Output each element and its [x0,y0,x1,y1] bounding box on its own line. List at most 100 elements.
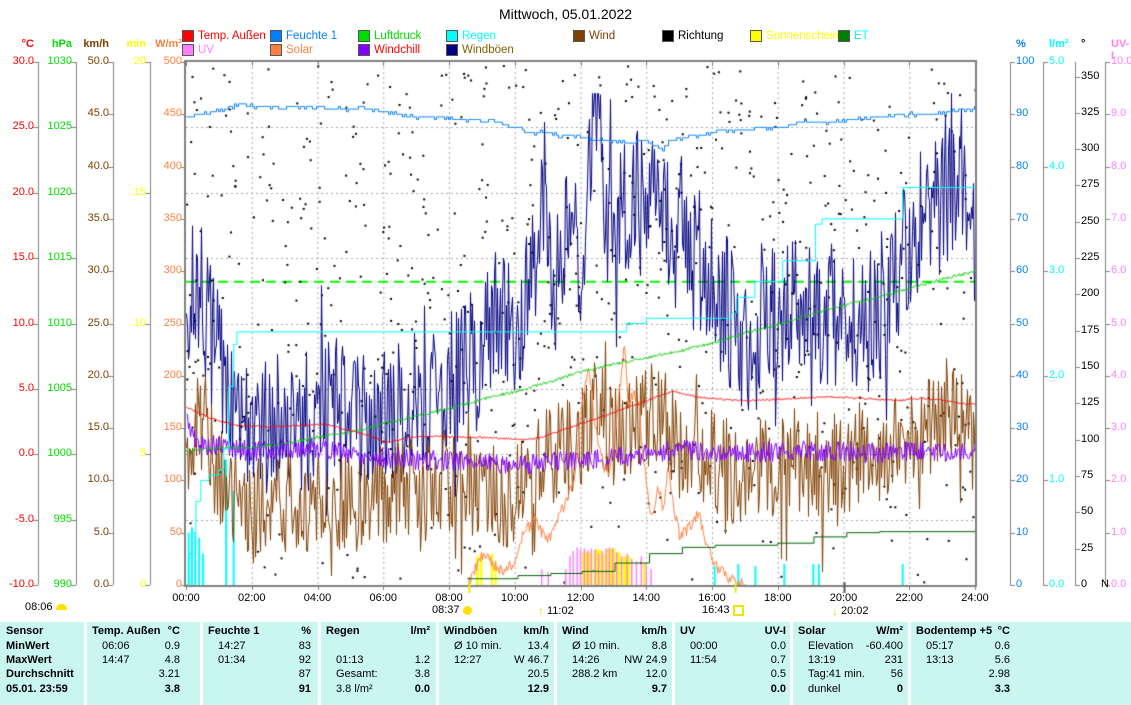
axis-tick-label: 100 [1016,56,1034,67]
axis-tick-label: 1020 [18,187,72,198]
legend-swatch-icon [182,44,194,56]
axis-tick-label: 225 [1081,252,1099,263]
axis-tick-label: 50 [1081,506,1093,517]
axis-tick-label: 9.0 [1111,108,1126,119]
legend-label: Temp. Außen [198,30,266,42]
axis-tick-label: 175 [1081,325,1099,336]
legend-item-solar: Solar [270,44,313,56]
arrow-down-icon: ↓ [832,604,838,618]
table-cell: °C [88,625,180,638]
legend-item-uv: UV [182,44,214,56]
axis-tick-label: 200 [1081,288,1099,299]
x-axis-label: 24:00 [953,592,997,604]
table-cell: W 46.7 [440,654,549,667]
axis-tick-label: 150 [1081,361,1099,372]
axis-tick-label: 450 [128,108,182,119]
sun-marker-time: 11:02 [547,605,574,617]
sun-marker-08-37: 08:37 [432,604,472,616]
table-cell: 05.01. 23:59 [6,683,68,696]
table-cell: 0 [794,683,903,696]
axis-tick-label: 80 [1016,161,1028,172]
table-column-separator [318,622,321,705]
table-cell: 91 [204,683,311,696]
legend-item-temp-au-en: Temp. Außen [182,30,266,42]
legend-item-wind: Wind [573,30,615,42]
table-cell: 87 [204,668,311,681]
table-column-separator [436,622,439,705]
legend-item-windb-en: Windböen [446,44,514,56]
sun-icon [463,606,472,615]
legend-item-feuchte-1: Feuchte 1 [270,30,337,42]
table-cell: 231 [794,654,903,667]
legend-swatch-icon [662,30,674,42]
sun-marker-20-02: ↓20:02 [832,604,869,618]
axis-tick-label: 10.0 [55,474,109,485]
x-axis-label: 18:00 [756,592,800,604]
axis-tick-label: 125 [1081,397,1099,408]
legend-swatch-icon [446,44,458,56]
table-cell: 92 [204,654,311,667]
axis-tick-label: 4.0 [1111,370,1126,381]
axis-tick-label: 300 [1081,143,1099,154]
sun-marker-time: 16:43 [702,604,730,616]
legend-label: Regen [462,30,496,42]
legend-swatch-icon [358,44,370,56]
table-cell: 1.2 [322,654,430,667]
legend-label: Luftdruck [374,30,421,42]
axis-tick-label: 0.0 [1049,579,1064,590]
axis-tick-label: 4.0 [1049,161,1064,172]
table-cell: 0.7 [676,654,786,667]
table-cell: 5.6 [912,654,1010,667]
axis-tick-label: 995 [18,514,72,525]
axis-tick-label: 3.0 [1111,422,1126,433]
axis-tick-label: 50 [1016,318,1028,329]
axis-tick-label: 5 [92,448,146,459]
sun-cloud-icon [56,604,67,610]
table-cell: km/h [440,625,549,638]
legend-label: Richtung [678,30,723,42]
axis-tick-label: 0 [1081,579,1087,590]
axis-tick-label: 20.0 [55,370,109,381]
table-column-separator [200,622,203,705]
table-cell: 12.9 [440,683,549,696]
axis-tick-label: 5.0 [1049,56,1064,67]
page-title: Mittwoch, 05.01.2022 [0,6,1131,22]
legend-item-luftdruck: Luftdruck [358,30,421,42]
legend-item-richtung: Richtung [662,30,723,42]
axis-tick-label: 15.0 [55,422,109,433]
arrow-up-icon: ↑ [538,604,544,618]
axis-tick-label: 200 [128,370,182,381]
x-axis-label: 00:00 [164,592,208,604]
axis-tick-label: 7.0 [1111,213,1126,224]
legend-item-sonnenschein: Sonnenschein [750,30,839,42]
table-cell: 0.0 [676,683,786,696]
axis-tick-label: 50 [128,527,182,538]
sun-marker-time: 08:06 [25,601,53,613]
axis-tick-label: 250 [1081,216,1099,227]
table-cell: l/m² [322,625,430,638]
table-column-separator [908,622,911,705]
sun-marker-11-02: ↑11:02 [538,604,574,618]
table-cell: NW 24.9 [558,654,667,667]
axis-tick-label: 100 [128,474,182,485]
x-axis-label: 22:00 [887,592,931,604]
x-axis-label: 14:00 [624,592,668,604]
legend-label: Windböen [462,44,514,56]
axis-unit-°: ° [1081,38,1085,50]
axis-unit-%: % [1016,38,1026,50]
axis-tick-label: 2.0 [1049,370,1064,381]
x-axis-label: 10:00 [493,592,537,604]
legend-item-windchill: Windchill [358,44,420,56]
table-column-separator [554,622,557,705]
square-icon [733,605,744,616]
x-axis-label: 16:00 [690,592,734,604]
table-cell: 0.6 [912,640,1010,653]
table-cell: % [204,625,311,638]
legend-swatch-icon [270,44,282,56]
sun-marker-time: 20:02 [841,605,869,617]
table-cell: 0.9 [88,640,180,653]
axis-tick-label: 60 [1016,265,1028,276]
axis-tick-label: 10.0 [1111,56,1131,67]
axis-tick-label: 350 [128,213,182,224]
table-cell: Durchschnitt [6,668,74,681]
